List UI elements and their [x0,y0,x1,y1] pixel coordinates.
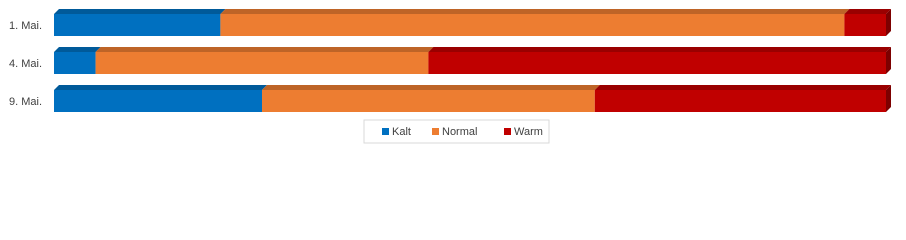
legend-label: Kalt [392,126,411,138]
y-tick-label: 9. Mai. [9,96,42,108]
bar-segment [95,47,434,74]
bar-side [886,85,891,112]
bar-top [428,47,891,52]
legend-swatch [432,128,439,135]
bar-segment [262,85,600,112]
legend-swatch [382,128,389,135]
chart: 1. Mai. 4. Mai. 9. Mai. Kalt Normal Warm [9,9,891,144]
bar-top [220,9,850,14]
legend-swatch [504,128,511,135]
bar-front [594,90,886,112]
bar-top [54,85,267,90]
bar-segment [54,47,101,74]
bar-top [262,85,600,90]
legend-box [363,119,550,144]
bar-front [54,14,221,36]
legend: Kalt Normal Warm [363,119,550,144]
bar-top [54,9,226,14]
page: {"chart_data": {"type": "bar", "orientat… [8,9,891,144]
bar-segment [220,9,850,36]
bar-front [54,52,96,74]
legend-label: Normal [442,126,477,138]
bar-segment [428,47,891,74]
bar-segment [54,85,267,112]
bar-front [54,90,262,112]
legend-label: Warm [514,126,543,138]
bar-top [844,9,891,14]
bar-top [95,47,434,52]
bar-side [886,9,891,36]
y-tick-label: 4. Mai. [9,58,42,70]
bar-side [886,47,891,74]
bar-segment [844,9,891,36]
bar-top [594,85,891,90]
bar-segment [54,9,226,36]
bar-front [844,14,886,36]
bar-front [428,52,886,74]
bar-front [95,52,429,74]
bar-front [262,90,595,112]
bar-front [220,14,845,36]
bar-top [54,47,101,52]
y-tick-label: 1. Mai. [9,20,42,32]
bar-segment [594,85,891,112]
